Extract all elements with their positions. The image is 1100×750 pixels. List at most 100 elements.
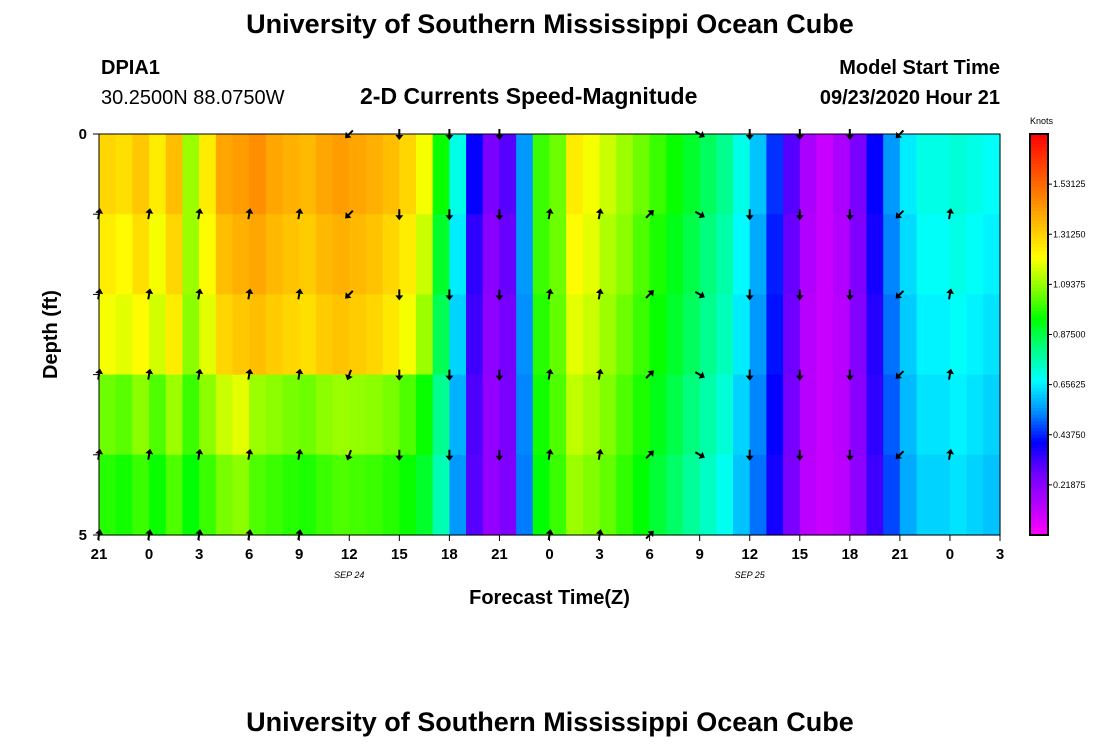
heatmap-cell bbox=[449, 134, 467, 215]
colorbar-segment bbox=[1030, 458, 1048, 463]
current-arrow bbox=[745, 369, 754, 381]
colorbar-segment bbox=[1030, 134, 1048, 138]
heatmap-cell bbox=[182, 454, 200, 536]
heatmap-cell bbox=[249, 134, 267, 215]
y-axis-title: Depth (ft) bbox=[40, 290, 62, 379]
heatmap-cell bbox=[599, 294, 617, 376]
colorbar-segment bbox=[1030, 424, 1048, 429]
heatmap-cell bbox=[299, 134, 317, 215]
colorbar-segment bbox=[1030, 214, 1048, 219]
colorbar-segment bbox=[1030, 227, 1048, 232]
heatmap-cell bbox=[115, 294, 133, 376]
x-tick-label: 9 bbox=[295, 546, 303, 563]
colorbar-segment bbox=[1030, 220, 1048, 225]
heatmap-cell bbox=[599, 454, 617, 536]
colorbar-segment bbox=[1030, 314, 1048, 319]
x-axis-title: Forecast Time(Z) bbox=[469, 587, 630, 609]
colorbar-segment bbox=[1030, 317, 1048, 322]
heatmap-cell bbox=[616, 214, 634, 295]
heatmap-cell bbox=[299, 454, 317, 536]
current-arrow bbox=[645, 290, 654, 299]
heatmap-cell bbox=[416, 454, 434, 536]
heatmap-cell bbox=[816, 214, 834, 295]
heatmap-cell bbox=[232, 294, 250, 376]
current-arrow bbox=[946, 288, 955, 300]
heatmap-cell bbox=[516, 454, 534, 536]
colorbar-segment bbox=[1030, 421, 1048, 426]
heatmap-cell bbox=[833, 134, 851, 215]
current-arrow bbox=[195, 208, 204, 220]
heatmap-cell bbox=[516, 214, 534, 295]
colorbar-segment bbox=[1030, 468, 1048, 473]
heatmap-cell bbox=[632, 454, 651, 536]
heatmap-cell bbox=[883, 454, 901, 536]
heatmap-cell bbox=[866, 134, 884, 215]
heatmap-cell bbox=[332, 214, 350, 295]
heatmap-cell bbox=[616, 454, 634, 536]
heatmap-cell bbox=[966, 294, 984, 376]
current-arrow bbox=[195, 448, 204, 460]
heatmap-cell bbox=[199, 214, 217, 295]
current-arrow bbox=[145, 208, 154, 220]
heatmap-cell bbox=[215, 134, 234, 215]
heatmap-cell bbox=[199, 294, 217, 376]
heatmap-cell bbox=[816, 374, 834, 456]
heatmap-cell bbox=[399, 294, 417, 376]
current-arrow bbox=[345, 209, 354, 219]
current-arrow bbox=[595, 208, 604, 220]
current-arrow bbox=[245, 208, 254, 220]
current-arrow bbox=[795, 369, 804, 381]
heatmap-cell bbox=[315, 294, 334, 376]
heatmap-cell bbox=[783, 374, 801, 456]
heatmap-cell bbox=[416, 294, 434, 376]
heatmap-cell bbox=[966, 374, 984, 456]
heatmap-cell bbox=[532, 294, 551, 376]
heatmap-cell bbox=[416, 214, 434, 295]
heatmap-cell bbox=[432, 454, 450, 536]
heatmap-cell bbox=[432, 294, 450, 376]
heatmap-cell bbox=[949, 214, 968, 295]
heatmap-cell bbox=[699, 214, 717, 295]
heatmap-cell bbox=[449, 374, 467, 456]
heatmap-cell bbox=[99, 454, 117, 536]
current-arrow bbox=[295, 448, 304, 460]
heatmap-cell bbox=[249, 454, 267, 536]
colorbar-segment bbox=[1030, 454, 1048, 459]
heatmap-cell bbox=[833, 214, 851, 295]
heatmap-cell bbox=[849, 374, 868, 456]
colorbar-segment bbox=[1030, 528, 1048, 533]
colorbar-segment bbox=[1030, 174, 1048, 179]
colorbar-segment bbox=[1030, 267, 1048, 272]
heatmap-cell bbox=[783, 134, 801, 215]
x-tick-label: 3 bbox=[195, 546, 203, 563]
heatmap-cell bbox=[849, 454, 868, 536]
heatmap-cell bbox=[549, 294, 567, 376]
current-arrow bbox=[694, 371, 705, 379]
colorbar-segment bbox=[1030, 254, 1048, 259]
heatmap-cell bbox=[132, 294, 150, 376]
heatmap-cell bbox=[666, 134, 684, 215]
heatmap-cell bbox=[566, 454, 584, 536]
current-arrow bbox=[195, 368, 204, 380]
heatmap-cell bbox=[916, 294, 934, 376]
colorbar-segment bbox=[1030, 414, 1048, 419]
heatmap-cell bbox=[916, 134, 934, 215]
colorbar-segment bbox=[1030, 361, 1048, 366]
current-arrow bbox=[395, 369, 404, 381]
colorbar-segment bbox=[1030, 150, 1048, 155]
heatmap-cell bbox=[466, 454, 484, 536]
heatmap-cell bbox=[265, 374, 284, 456]
heatmap-cell bbox=[899, 374, 918, 456]
heatmap-cell bbox=[966, 214, 984, 295]
heatmap-cell bbox=[582, 294, 601, 376]
heatmap-cell bbox=[265, 134, 284, 215]
colorbar-tick-label: 0.21875 bbox=[1053, 480, 1086, 490]
heatmap-cell bbox=[416, 374, 434, 456]
colorbar-tick-label: 0.87500 bbox=[1053, 330, 1086, 340]
heatmap-cell bbox=[966, 454, 984, 536]
colorbar-segment bbox=[1030, 391, 1048, 396]
heatmap-cell bbox=[733, 134, 751, 215]
heatmap-cell bbox=[449, 214, 467, 295]
colorbar-segment bbox=[1030, 301, 1048, 306]
x-tick-label: 0 bbox=[545, 546, 553, 563]
